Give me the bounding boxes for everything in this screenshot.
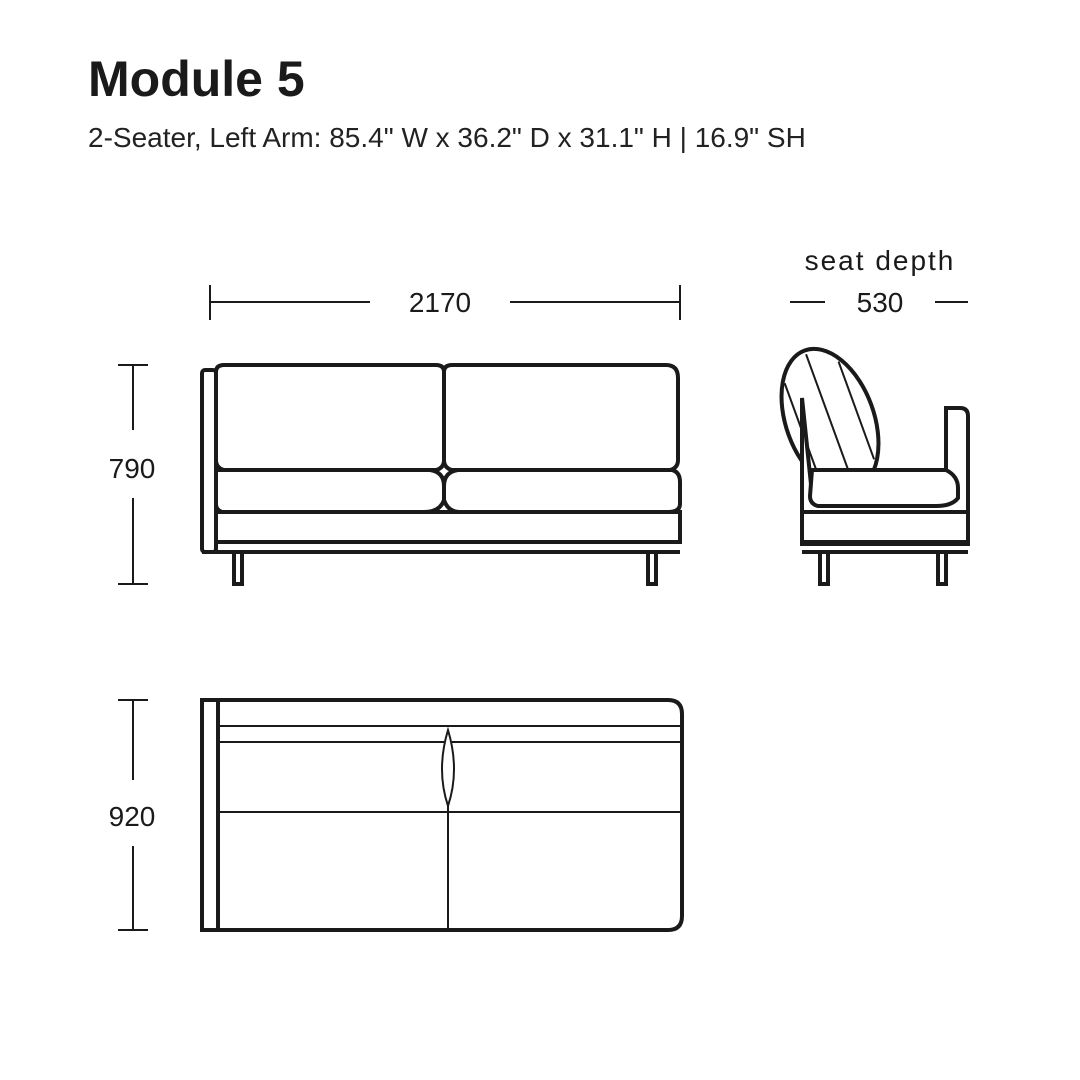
dim-height: 790 (109, 365, 156, 584)
dim-seat-depth: seat depth 530 (790, 245, 968, 318)
seat-depth-label: seat depth (805, 245, 956, 276)
dim-height-value: 790 (109, 453, 156, 484)
front-view (202, 365, 680, 584)
dim-depth: 920 (109, 700, 156, 930)
top-view (202, 700, 682, 930)
dim-seat-depth-value: 530 (857, 287, 904, 318)
dim-width-value: 2170 (409, 287, 471, 318)
side-view (763, 335, 968, 584)
dim-width: 2170 (210, 285, 680, 320)
dim-depth-value: 920 (109, 801, 156, 832)
dimension-drawing: 2170 790 (0, 0, 1080, 1080)
